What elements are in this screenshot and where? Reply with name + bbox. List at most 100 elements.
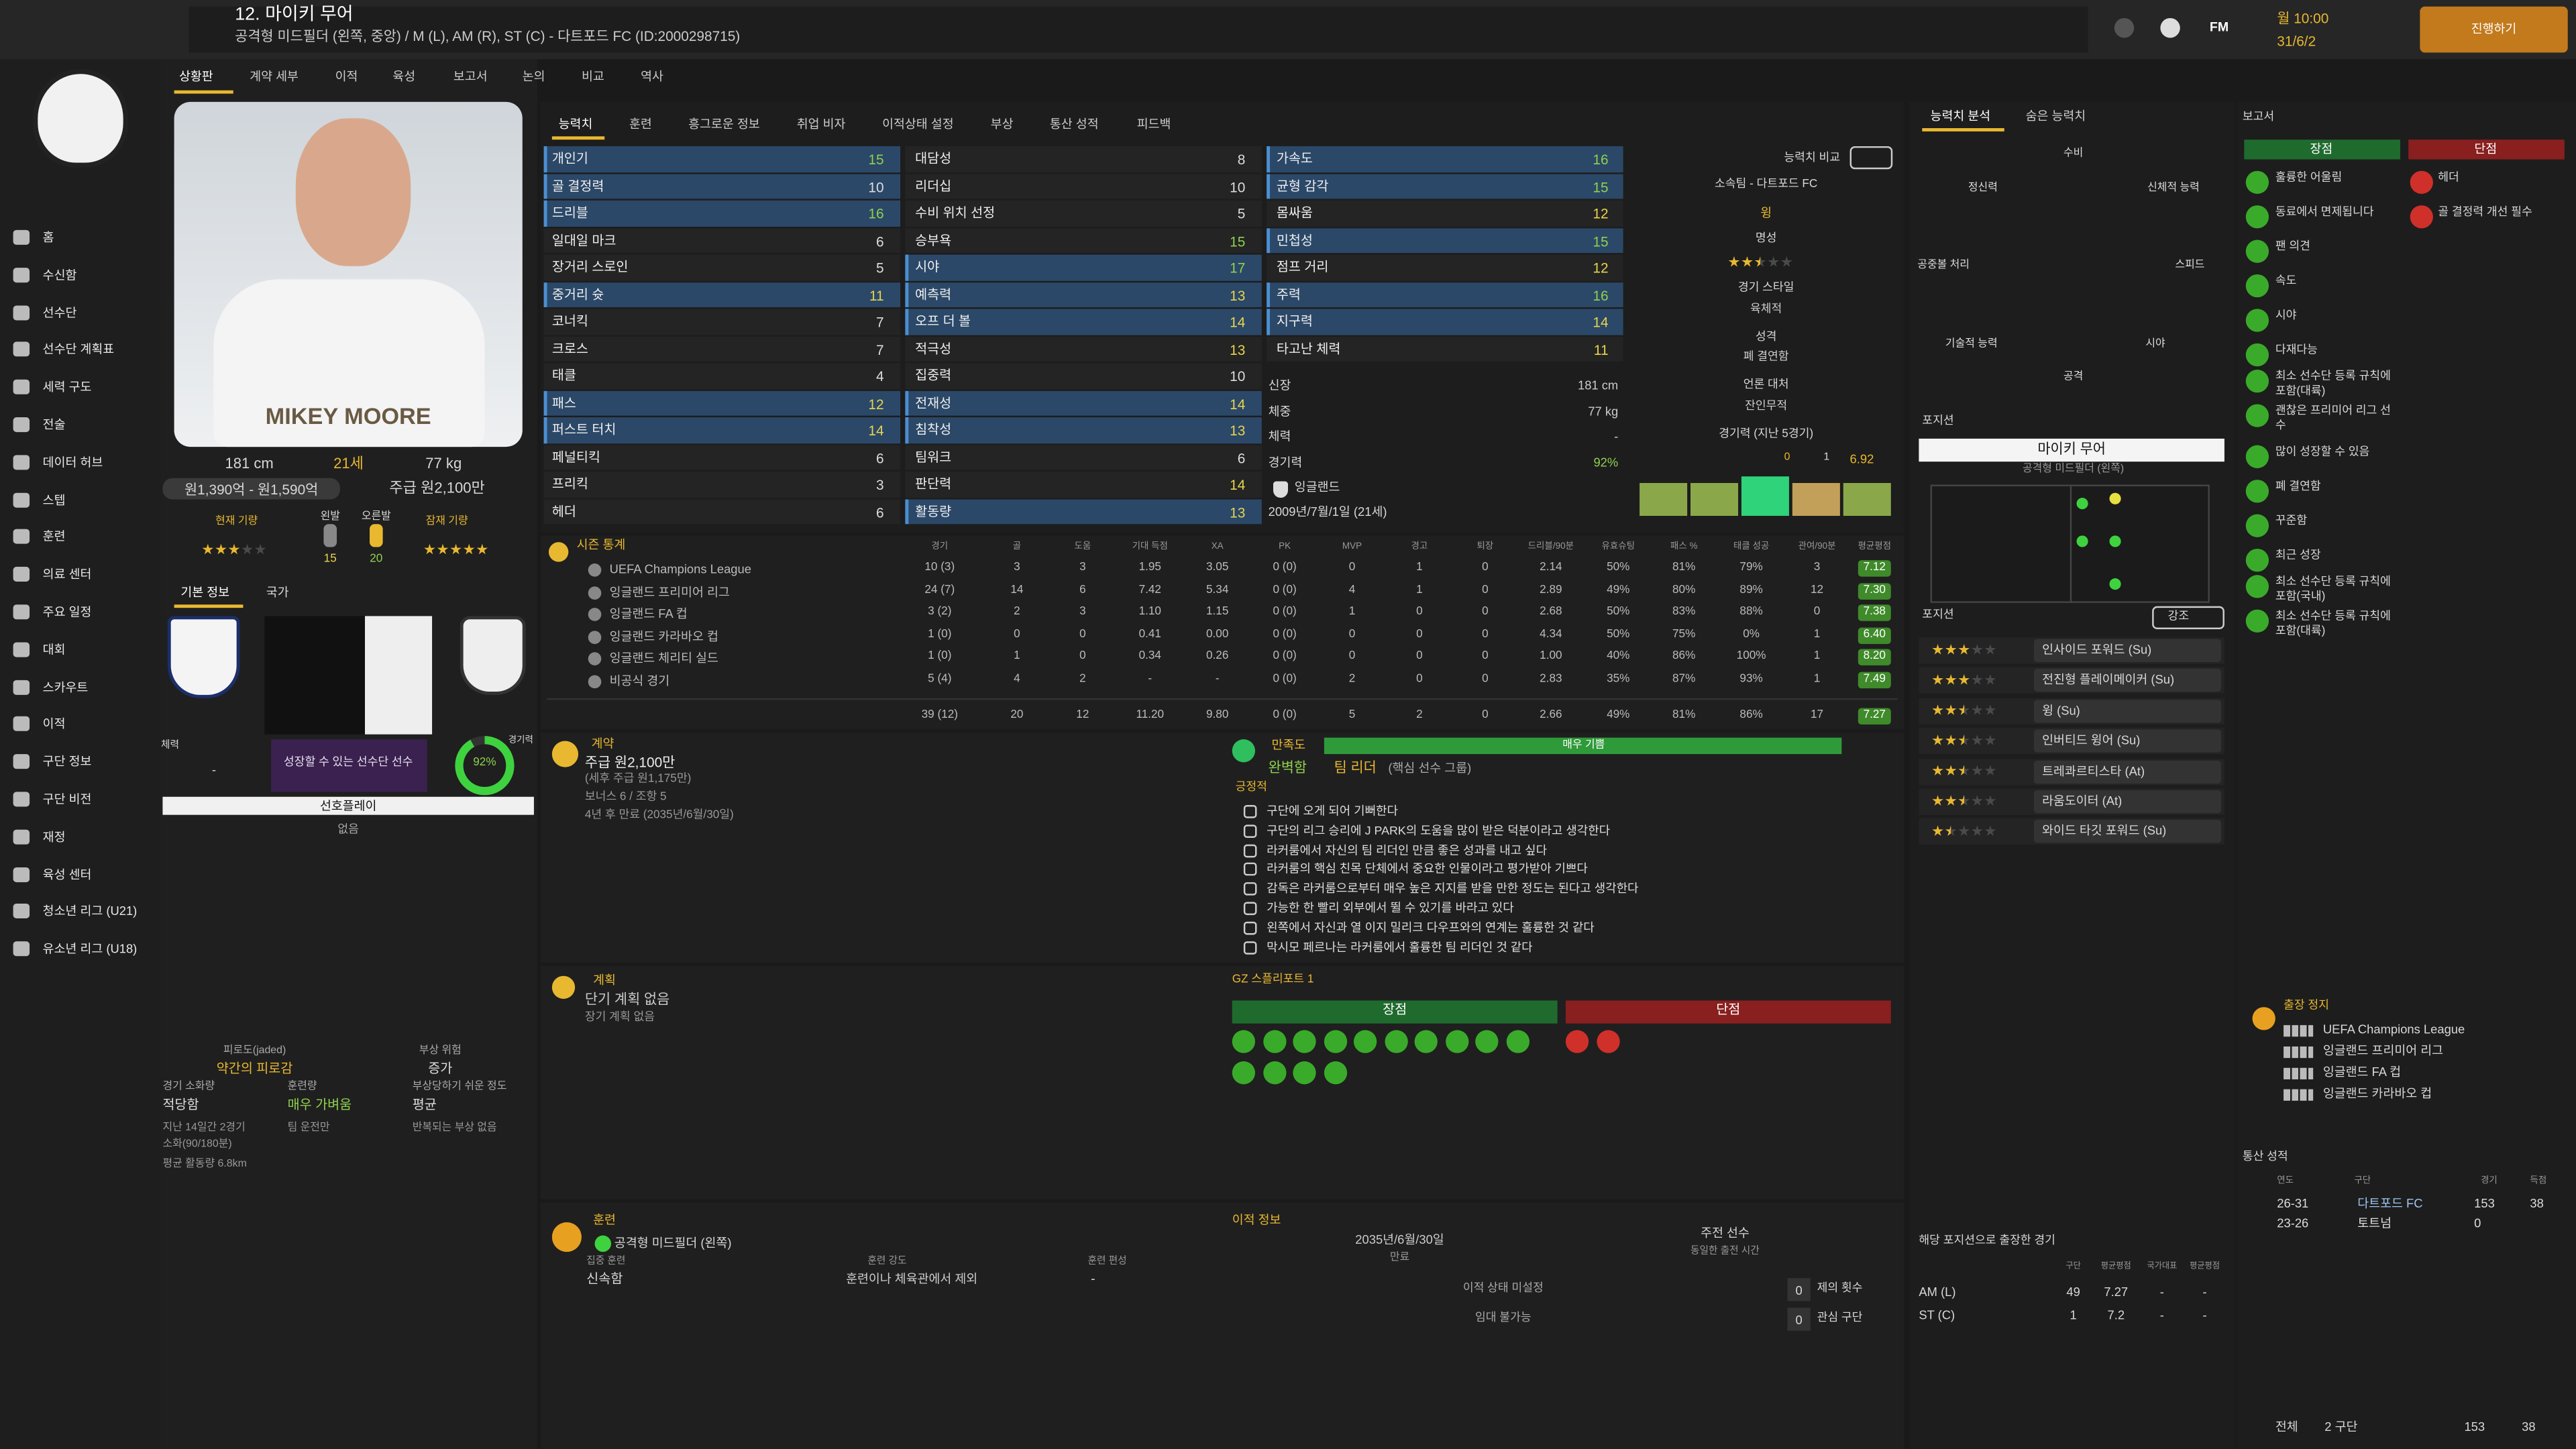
shirt-number <box>264 616 433 735</box>
role-select[interactable] <box>2033 759 2222 784</box>
label[interactable]: 숨은 능력치 <box>2025 108 2086 123</box>
label: 관심 구단 <box>1817 1312 1863 1324</box>
role-select[interactable] <box>2033 729 2222 753</box>
subtab[interactable]: 훈련 <box>629 116 652 131</box>
nav-item[interactable]: 이적 <box>42 716 66 732</box>
label: 0 <box>1416 672 1423 685</box>
role-select[interactable] <box>2033 699 2222 723</box>
label: 소화(90/180분) <box>162 1138 232 1150</box>
nav-item[interactable]: 의료 센터 <box>42 567 92 582</box>
label[interactable]: 윙 (Su) <box>2042 702 2080 718</box>
subtab[interactable]: 부상 <box>990 116 1014 131</box>
continue-button[interactable] <box>2420 6 2568 53</box>
nav-item[interactable]: 홈 <box>42 229 54 245</box>
role-select[interactable] <box>2033 669 2222 692</box>
role-select[interactable] <box>2033 639 2222 662</box>
label: 주급 원2,100만 <box>389 480 485 496</box>
label[interactable]: 인사이드 포워드 (Su) <box>2042 642 2152 657</box>
label: 87% <box>1672 672 1696 685</box>
ring-hole <box>463 744 506 788</box>
nav-item[interactable]: 주요 일정 <box>42 604 92 620</box>
nav-item[interactable]: 구단 정보 <box>42 754 92 769</box>
strength-icon <box>1505 1030 1529 1053</box>
tab[interactable]: 비교 <box>581 68 604 84</box>
subtab[interactable]: 피드백 <box>1136 116 1171 131</box>
nav-item[interactable]: 유소년 리그 (U18) <box>42 941 138 957</box>
nav-icon <box>13 342 30 358</box>
label[interactable]: 트레콰르티스타 (At) <box>2042 763 2145 778</box>
subtab[interactable]: 이적상태 설정 <box>882 116 954 131</box>
attribute-name: 중거리 슛 <box>551 286 604 302</box>
tab[interactable]: 계약 세부 <box>250 68 299 84</box>
nav-item[interactable]: 청소년 리그 (U21) <box>42 904 138 919</box>
attribute-value: 6 <box>875 449 884 466</box>
star-rating <box>1932 644 1998 661</box>
nav-item[interactable]: 선수단 <box>42 305 77 320</box>
label: 0 <box>1482 584 1489 596</box>
role-select[interactable] <box>2033 790 2222 814</box>
label: 3 <box>1079 561 1086 574</box>
label[interactable]: 전진형 플레이메이커 (Su) <box>2042 672 2175 688</box>
tab[interactable]: 보고서 <box>453 68 488 84</box>
label: 0 <box>1014 628 1020 640</box>
subtab[interactable]: 취업 비자 <box>796 116 846 131</box>
nav-item[interactable]: 육성 센터 <box>42 867 92 882</box>
radar-label: 수비 <box>2063 148 2084 160</box>
attribute-value: 3 <box>875 476 884 493</box>
label: 7.2 <box>2107 1307 2125 1323</box>
subtab[interactable]: 흥그로운 정보 <box>688 116 760 131</box>
label: 매우 가벼움 <box>287 1097 352 1112</box>
label[interactable]: 인버티드 윙어 (Su) <box>2042 733 2141 748</box>
nav-item[interactable]: 데이터 허브 <box>42 454 103 470</box>
strength: 최소 선수단 등록 규칙에 포함(국내) <box>2275 576 2391 603</box>
label: 2035년/6월/30일 <box>1355 1232 1444 1247</box>
role-select[interactable] <box>2033 820 2222 844</box>
label: ST (C) <box>1919 1307 1955 1323</box>
nav-item[interactable]: 구단 비전 <box>42 792 92 807</box>
label: 만료 <box>1389 1252 1410 1264</box>
attribute-name: 균형 감각 <box>1276 178 1329 193</box>
nav-item[interactable]: 스텝 <box>42 492 66 507</box>
nav-item[interactable]: 대회 <box>42 642 66 657</box>
strength-icon <box>1353 1030 1377 1053</box>
star <box>1984 825 1996 836</box>
tab[interactable]: 이적 <box>335 68 358 84</box>
continue-label[interactable]: 진행하기 <box>2471 21 2517 36</box>
weakness-icon <box>2410 170 2433 194</box>
nav-item[interactable]: 세력 구도 <box>42 380 92 395</box>
nav-item[interactable]: 선수단 계획표 <box>42 342 115 358</box>
nav-icon <box>13 529 30 545</box>
attribute-row <box>905 146 1262 172</box>
label: 퇴장 <box>1477 542 1494 552</box>
label[interactable]: 라움도이터 (At) <box>2042 793 2123 808</box>
nav-item[interactable]: 스카우트 <box>42 679 89 694</box>
label: 평균평점 <box>1858 542 1892 552</box>
tab[interactable]: 논의 <box>522 68 545 84</box>
star-rating <box>424 543 490 561</box>
label[interactable]: 강조 <box>2167 611 2190 623</box>
tab[interactable]: 역사 <box>641 68 663 84</box>
label: 0 (0) <box>1273 709 1297 722</box>
nav-item[interactable]: 전술 <box>42 417 66 433</box>
nav-item[interactable]: 훈련 <box>42 529 66 545</box>
label: 0 <box>1813 606 1821 618</box>
nav-item[interactable]: 재정 <box>42 829 66 845</box>
label: 잔인무적 <box>1745 400 1788 413</box>
attribute-value: 12 <box>1593 205 1609 222</box>
subtab[interactable]: 통산 성적 <box>1049 116 1099 131</box>
tab[interactable]: 상황판 <box>178 68 213 84</box>
attribute-row <box>543 335 901 362</box>
label[interactable]: 능력치 분석 <box>1930 108 1991 123</box>
tab[interactable]: 육성 <box>392 68 416 84</box>
label: 현재 기량 <box>215 515 258 528</box>
strength-icon <box>2245 609 2269 633</box>
nav-item[interactable]: 수신함 <box>42 267 77 282</box>
compare-dropdown[interactable] <box>1849 146 1893 170</box>
strength-icon <box>1232 1030 1256 1053</box>
star <box>1984 795 1996 806</box>
highlight-dropdown[interactable] <box>2152 606 2224 629</box>
label[interactable]: 와이드 타깃 포워드 (Su) <box>2042 823 2167 839</box>
star <box>1984 674 1996 685</box>
strength-icon <box>1323 1030 1346 1053</box>
subtab[interactable]: 능력치 <box>558 116 593 131</box>
